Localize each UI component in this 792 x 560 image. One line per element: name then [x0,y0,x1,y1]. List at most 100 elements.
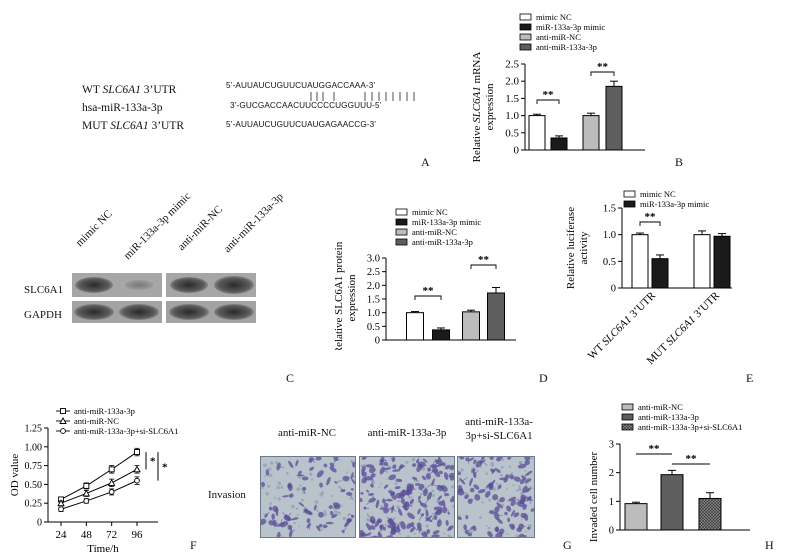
pore [506,487,508,490]
cell [425,509,429,518]
cell [525,478,532,483]
pore [320,528,324,531]
cell-process [345,476,352,480]
cell [447,512,451,515]
y-tick-label: 2.0 [367,281,380,292]
pore [481,501,484,504]
pore [460,468,464,472]
x-tick-label: MUT SLC6A1 3’UTR [645,289,723,367]
pore [316,509,319,512]
data-point [57,499,65,507]
significance-label: ** [649,443,661,455]
legend-label: anti-miR-NC [74,416,119,426]
cell-process [392,508,397,513]
cell-process [386,509,392,511]
data-point [108,489,115,495]
wt-label: WT SLC6A1 3’UTR [82,84,177,96]
x-tick-label: 48 [81,529,93,541]
cell [490,479,496,487]
significance-label: ** [645,211,657,223]
cell-process [466,528,471,533]
pore [405,460,409,464]
legend-marker [59,417,67,424]
cell [431,464,437,470]
y-tick-label: 1.0 [505,110,519,122]
pore [337,511,341,515]
cell [427,467,432,472]
data-point [108,466,115,473]
cell [369,467,376,474]
pore [501,458,505,462]
legend-label: mimic NC [412,207,448,217]
cell [471,468,476,473]
pore [379,482,382,485]
pore [269,502,272,506]
invasion-row-label: Invasion [208,489,246,501]
cell-process [519,535,522,537]
y-tick-label: 2.0 [505,76,519,88]
cell-process [368,527,373,531]
y-tick-label: 0 [611,284,616,295]
cell [479,459,486,464]
cell-process [421,464,428,467]
legend-swatch [395,208,408,216]
bar [550,137,568,151]
cell [360,492,364,495]
y-tick-label: 0 [609,526,614,537]
blot-column-label: anti-miR-NC [175,203,226,253]
cell [325,521,334,525]
x-tick-label-text: WT SLC6A1 3’UTR [586,289,659,362]
pore [280,485,284,489]
cell [383,502,389,508]
cell-process [338,485,344,491]
cell [520,512,526,519]
pore [347,513,350,517]
significance-label: * [150,455,156,467]
y-axis-title: OD value [9,454,21,497]
data-point [107,478,116,486]
pore [413,532,416,535]
cell [403,501,410,508]
pore [323,510,327,513]
cell-process [417,457,420,462]
bar [698,497,722,531]
cell-process [411,487,417,491]
cell [524,457,531,461]
legend-label: anti-miR-133a-3p+si-SLC6A1 [74,426,178,436]
cell-process [518,461,523,467]
cell [290,517,299,521]
pore [338,459,341,461]
cell [282,495,290,498]
cell-process [408,483,411,487]
cell [425,473,432,480]
chart-f-od-value: 0 0.25 0.50 0.75 1.00 1.25 24 48 72 96 Time/h OD va… [9,406,178,552]
pore [410,495,413,499]
chart-h-invaded-cells: 0 1 2 3 ** ** anti-miR-NCanti-miR-133a-3panti-… [588,402,750,542]
pore [487,526,491,530]
cell [380,457,385,463]
cell-process [290,529,295,534]
cell [409,498,415,505]
data-point [82,489,91,497]
legend-swatch [395,218,408,226]
pore [270,461,274,465]
cell [388,474,397,481]
cell [459,457,465,460]
cell [288,493,294,498]
cell-process [460,457,463,459]
cell-process [433,472,437,474]
cell [361,471,367,477]
cell-process [335,457,337,459]
pore [346,471,349,474]
cell [510,499,516,507]
cell [287,483,293,489]
cell-process [308,525,311,530]
pore [496,488,499,491]
cell [438,500,443,506]
pore [485,472,489,476]
blot-image [72,273,256,323]
cell-process [382,458,388,462]
pore [269,473,273,477]
cell [412,463,417,467]
